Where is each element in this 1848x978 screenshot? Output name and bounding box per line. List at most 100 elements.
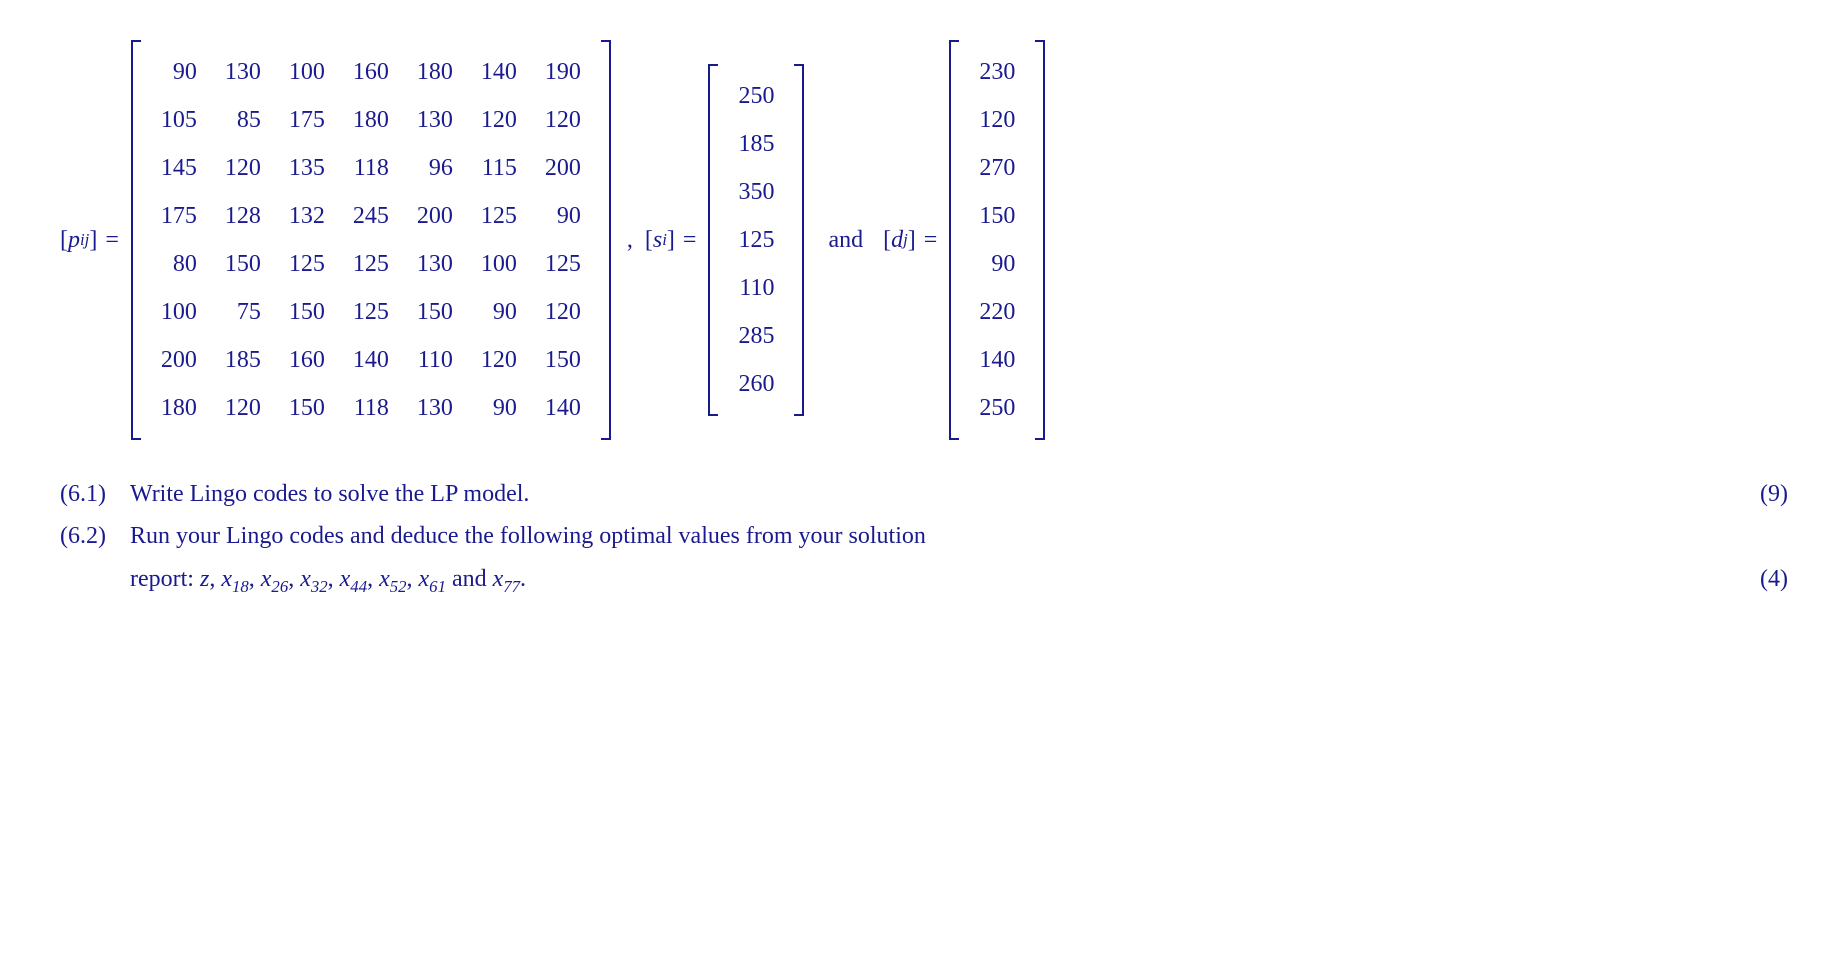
variable-sub: 44 [350,577,367,596]
matrix-cell: 260 [724,360,788,408]
matrix-cell: 140 [531,384,595,432]
matrix-cell: 90 [467,384,531,432]
matrix-cell: 150 [403,288,467,336]
matrix-cell: 140 [467,48,531,96]
comma: , [328,566,340,592]
matrix-cell: 110 [403,336,467,384]
p-bracket-right [601,40,615,440]
matrix-cell: 175 [275,96,339,144]
s-bracket-right [794,64,808,416]
matrix-cell: 180 [403,48,467,96]
matrix-cell: 105 [147,96,211,144]
matrix-cell: 90 [467,288,531,336]
matrix-cell: 100 [147,288,211,336]
p-matrix: 9013010016018014019010585175180130120120… [141,40,601,440]
p-bracket-left [127,40,141,440]
matrix-cell: 285 [724,312,788,360]
question-6-2-cont: report: z, x18, x26, x32, x44, x52, x61 … [130,560,1788,601]
matrix-cell: 120 [211,144,275,192]
question-block: (6.1) Write Lingo codes to solve the LP … [60,475,1788,600]
matrix-cell: 270 [965,144,1029,192]
matrix-cell: 120 [965,96,1029,144]
matrix-row: 200185160140110120150 [147,336,595,384]
matrix-row: 260 [724,360,788,408]
s-matrix-wrapper: 250185350125110285260 [704,64,808,416]
matrix-cell: 132 [275,192,339,240]
close-bracket-3: ] [908,222,916,258]
q2-vars-list: z, x18, x26, x32, x44, x52, x61 [200,566,446,592]
matrix-cell: 125 [724,216,788,264]
matrix-cell: 245 [339,192,403,240]
matrix-row: 1007515012515090120 [147,288,595,336]
matrix-row: 90130100160180140190 [147,48,595,96]
d-var: d [891,222,903,258]
matrix-row: 185 [724,120,788,168]
matrix-cell: 75 [211,288,275,336]
matrix-cell: 90 [531,192,595,240]
matrix-cell: 130 [403,240,467,288]
matrix-cell: 230 [965,48,1029,96]
variable: z [200,566,209,592]
equation-row: [pij] = 90130100160180140190105851751801… [60,40,1788,440]
q1-text: Write Lingo codes to solve the LP model. [130,475,1740,513]
matrix-cell: 160 [275,336,339,384]
q2-num: (6.2) [60,517,130,555]
close-bracket: ] [89,222,97,258]
matrix-cell: 128 [211,192,275,240]
q2-text-line1: Run your Lingo codes and deduce the foll… [130,517,1788,555]
matrix-cell: 125 [467,192,531,240]
open-bracket-2: [ [645,222,653,258]
matrix-cell: 200 [147,336,211,384]
matrix-row: 250 [965,384,1029,432]
s-var: s [653,222,662,258]
matrix-cell: 350 [724,168,788,216]
d-matrix-wrapper: 23012027015090220140250 [945,40,1049,440]
variable-sub: 52 [390,577,407,596]
question-6-1: (6.1) Write Lingo codes to solve the LP … [60,475,1788,513]
matrix-cell: 130 [403,96,467,144]
matrix-cell: 140 [339,336,403,384]
matrix-cell: 185 [211,336,275,384]
equals-2: = [683,222,697,258]
matrix-cell: 100 [467,240,531,288]
matrix-row: 250 [724,72,788,120]
q2-marks: (4) [1760,560,1788,601]
matrix-cell: 150 [531,336,595,384]
close-bracket-2: ] [667,222,675,258]
s-matrix-table: 250185350125110285260 [724,72,788,408]
matrix-cell: 250 [724,72,788,120]
comma: , [288,566,300,592]
equals-1: = [105,222,119,258]
matrix-cell: 200 [531,144,595,192]
matrix-cell: 145 [147,144,211,192]
variable-sub: 18 [232,577,249,596]
matrix-row: 150 [965,192,1029,240]
matrix-cell: 185 [724,120,788,168]
d-matrix-table: 23012027015090220140250 [965,48,1029,432]
matrix-cell: 140 [965,336,1029,384]
equals-3: = [924,222,938,258]
matrix-cell: 120 [467,336,531,384]
matrix-cell: 118 [339,144,403,192]
matrix-cell: 120 [211,384,275,432]
variable-sub: 32 [311,577,328,596]
matrix-cell: 120 [531,288,595,336]
matrix-cell: 180 [147,384,211,432]
matrix-row: 17512813224520012590 [147,192,595,240]
d-bracket-left [945,40,959,440]
matrix-cell: 200 [403,192,467,240]
q2-last-sub: 77 [503,577,520,596]
matrix-cell: 85 [211,96,275,144]
matrix-cell: 150 [211,240,275,288]
and-text: and [828,222,863,258]
matrix-cell: 125 [275,240,339,288]
matrix-cell: 125 [339,240,403,288]
variable: x [340,566,351,592]
matrix-row: 110 [724,264,788,312]
q1-marks: (9) [1760,475,1788,513]
open-bracket-3: [ [883,222,891,258]
matrix-cell: 150 [275,384,339,432]
s-bracket-left [704,64,718,416]
matrix-cell: 96 [403,144,467,192]
variable: x [221,566,232,592]
